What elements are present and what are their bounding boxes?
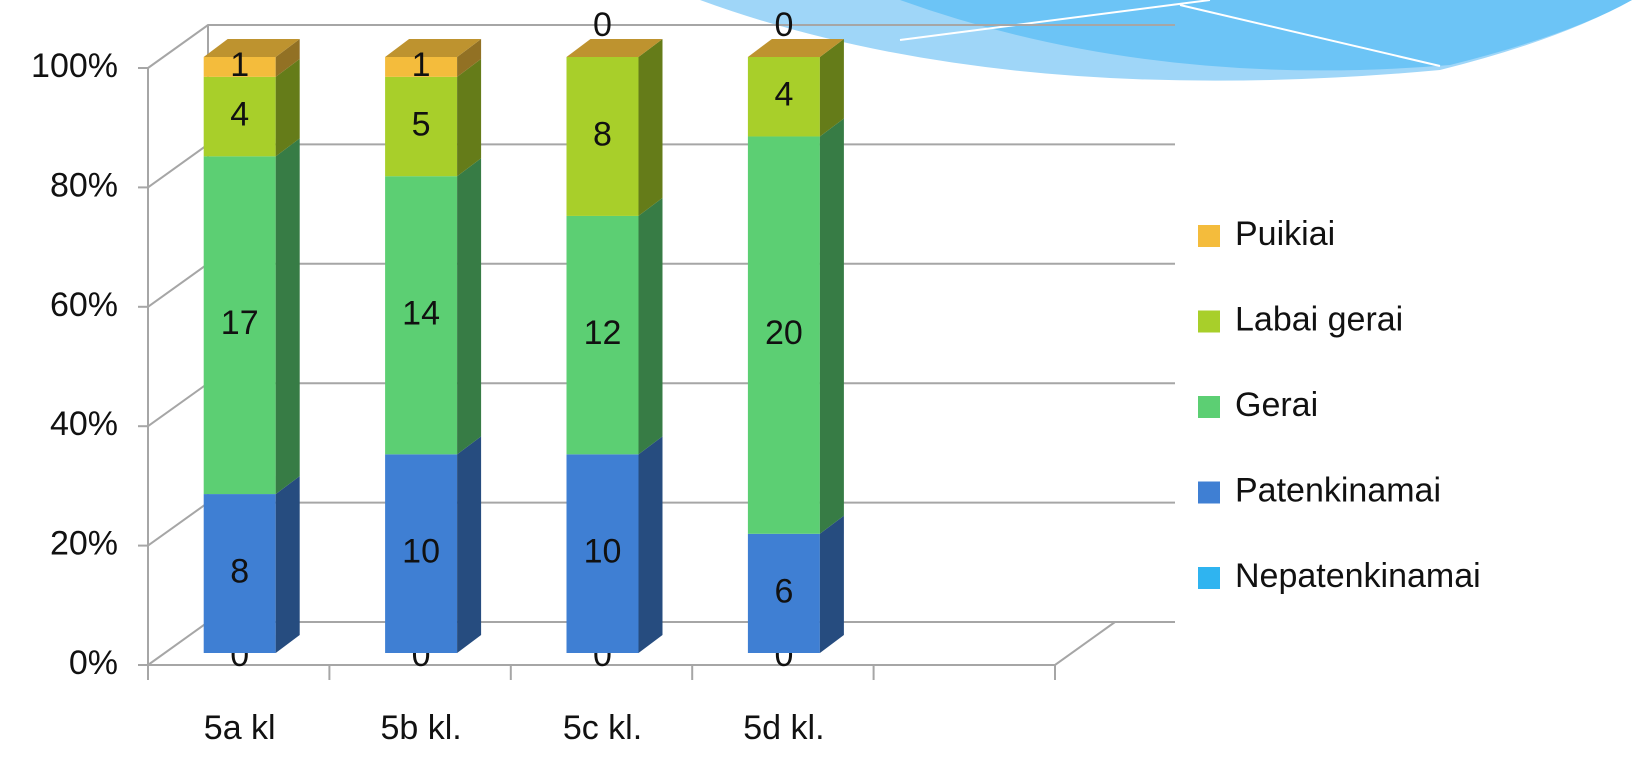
bar-segment: [385, 76, 458, 177]
data-label: 10: [402, 533, 440, 571]
legend-label: Patenkinamai: [1235, 471, 1441, 509]
y-tick-label: 0%: [69, 644, 118, 682]
bar-segment: [747, 136, 820, 534]
data-label: 0: [593, 6, 612, 44]
data-label: 5: [412, 106, 431, 144]
bar-side: [275, 58, 300, 157]
bar-top: [203, 39, 300, 57]
bar-top: [385, 39, 482, 57]
bar-segment: [203, 156, 276, 495]
x-tick-label: 5c kl.: [563, 709, 642, 747]
legend-label: Puikiai: [1235, 215, 1335, 253]
y-tick-label: 80%: [50, 166, 118, 204]
data-label: 4: [230, 96, 249, 134]
bar-side: [638, 39, 663, 216]
data-label: 6: [774, 572, 793, 610]
decoration: [700, 0, 1632, 81]
bar-segment: [566, 57, 639, 216]
bar-side: [457, 39, 482, 77]
data-label: 8: [593, 115, 612, 153]
bar-segment: [385, 57, 458, 77]
bar-side: [275, 39, 300, 77]
legend-swatch: [1198, 567, 1220, 589]
legend-label: Gerai: [1235, 386, 1318, 424]
legend-label: Labai gerai: [1235, 300, 1403, 338]
legend-swatch: [1198, 481, 1220, 504]
bar-segment: [566, 215, 639, 455]
y-tick-label: 20%: [50, 525, 118, 563]
bar-segment: [385, 454, 458, 653]
bar-segment: [566, 454, 639, 653]
bar-side: [275, 476, 300, 653]
grid-line: [147, 24, 1175, 69]
bar-top: [566, 39, 663, 57]
legend-label: Nepatenkinamai: [1235, 557, 1481, 595]
bar-side: [819, 39, 844, 137]
bar-segment: [203, 57, 276, 77]
bar-side: [819, 118, 844, 534]
bar-side: [819, 515, 844, 653]
data-label: 10: [584, 533, 622, 571]
bar-top: [747, 39, 844, 57]
x-tick-label: 5d kl.: [743, 709, 824, 747]
data-label: 8: [230, 553, 249, 591]
bar-side: [275, 138, 300, 495]
x-tick-label: 5a kl: [204, 709, 276, 747]
bar-side: [638, 436, 663, 653]
data-label: 1: [230, 46, 249, 84]
bar-side: [457, 58, 482, 177]
y-tick-label: 40%: [50, 405, 118, 443]
legend-swatch: [1198, 225, 1220, 247]
legend-swatch: [1198, 396, 1220, 418]
bar-side: [457, 158, 482, 455]
legend-swatch: [1198, 310, 1220, 333]
data-label: 20: [765, 314, 803, 352]
bar-segment: [203, 76, 276, 157]
data-label: 12: [584, 314, 622, 352]
data-label: 4: [774, 76, 793, 114]
data-label: 14: [402, 294, 440, 332]
bar-segment: [747, 57, 820, 137]
data-label: 1: [412, 46, 431, 84]
data-label: 0: [774, 6, 793, 44]
bar-segment: [385, 176, 458, 455]
x-tick-label: 5b kl.: [380, 709, 461, 747]
bar-segment: [203, 494, 276, 653]
data-label: 17: [221, 304, 259, 342]
bar-side: [457, 436, 482, 653]
y-tick-label: 100%: [31, 47, 118, 85]
bar-segment: [747, 533, 820, 653]
bar-side: [638, 197, 663, 455]
y-tick-label: 60%: [50, 286, 118, 324]
